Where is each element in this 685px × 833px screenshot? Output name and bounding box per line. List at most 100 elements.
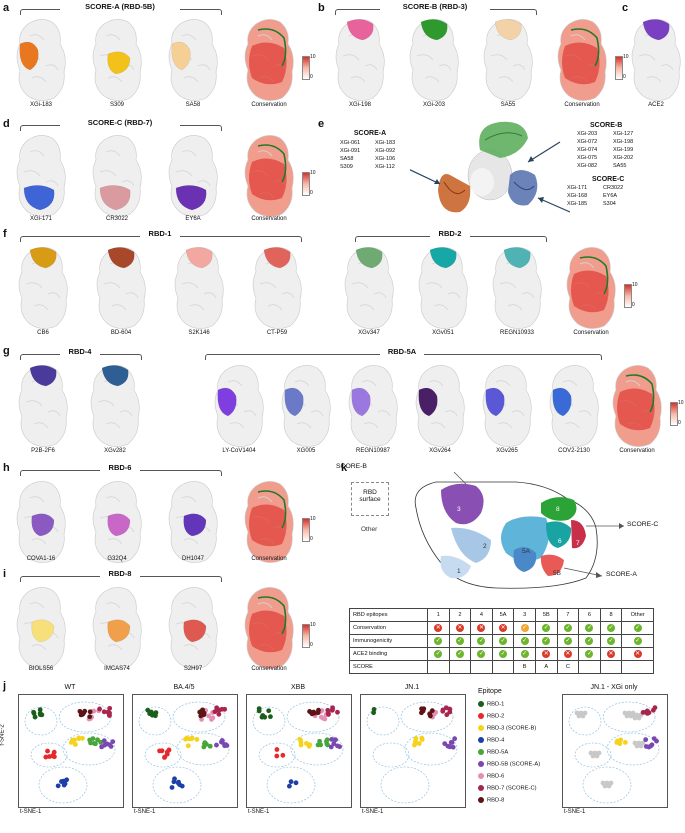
legend-title: Epitope xyxy=(478,688,502,695)
panel-k: RBD surface SCORE-B SCORE-C SCORE-A Othe… xyxy=(336,463,681,678)
ly-cov1404-structure xyxy=(208,362,270,455)
tsne-point xyxy=(184,735,190,741)
panel-letter-g: g xyxy=(3,345,10,357)
region-2 xyxy=(451,527,491,563)
tsne-point xyxy=(106,713,112,718)
cluster-outline xyxy=(380,766,430,804)
check-icon: ✓ xyxy=(534,621,558,635)
title-b: SCORE-B (RBD-3) xyxy=(380,2,490,11)
cluster-outline xyxy=(400,701,454,733)
check-icon: ✓ xyxy=(556,634,580,648)
row-header: SCORE xyxy=(349,660,428,674)
sa55-label: SA55 xyxy=(500,102,516,108)
cross-icon: ✕ xyxy=(448,621,472,635)
title-g1: RBD-4 xyxy=(60,347,100,356)
legend-label: RBD-4 xyxy=(487,737,505,744)
cluster-outline xyxy=(366,706,400,736)
cross-icon: ✕ xyxy=(534,647,558,661)
legend-item: RBD-2 xyxy=(478,713,504,720)
conservation-colorbar xyxy=(302,518,310,542)
tsne-point xyxy=(110,739,116,745)
regn10987-label: REGN10987 xyxy=(355,448,391,454)
arrow-c xyxy=(537,197,570,213)
check-icon: ✓ xyxy=(621,621,654,635)
check-icon: ✓ xyxy=(427,647,450,661)
check-icon: ✓ xyxy=(578,647,601,661)
table-header-cell: 3 xyxy=(513,608,536,622)
legend-label: RBD-2 xyxy=(487,713,505,720)
row-a: XGi-183 S309 SA58 Conservation 10 0 xyxy=(0,12,318,117)
conservation-f-label: Conservation xyxy=(573,330,609,336)
colorbar-max: 10 xyxy=(632,282,638,288)
region-label: 5B xyxy=(553,570,561,577)
cluster-outline xyxy=(568,706,602,736)
table-header-cell: 5A xyxy=(491,608,515,622)
check-icon: ✓ xyxy=(621,634,654,648)
tsne-point xyxy=(440,708,446,714)
title-g2: RBD-5A xyxy=(380,347,424,356)
tsne-point xyxy=(97,706,102,712)
cross-icon: ✕ xyxy=(556,647,580,661)
tsne-point xyxy=(61,782,67,788)
p2b-2f6-label: P2B-2F6 xyxy=(31,448,55,454)
table-header-cell: 1 xyxy=(427,608,450,622)
colorbar-max: 10 xyxy=(310,622,316,628)
sa58-structure xyxy=(162,16,224,109)
legend-swatch xyxy=(478,761,484,767)
cov2-2130-label: COV2-2130 xyxy=(558,448,590,454)
colorbar-max: 10 xyxy=(310,54,316,60)
tsne-point xyxy=(286,783,292,789)
cluster-outline xyxy=(24,706,58,736)
tsne-point xyxy=(320,715,326,721)
xgv347-label: XGv347 xyxy=(358,330,380,336)
score-c-col2: CR3022 EY6A S304 xyxy=(603,184,623,208)
table-header-cell: 2 xyxy=(448,608,472,622)
score-b-antibody-item: XGi-082 xyxy=(577,163,598,169)
conservation-b-label: Conservation xyxy=(564,102,600,108)
legend-label: RBD-3 (SCORE-B) xyxy=(487,725,537,732)
score-cell: A xyxy=(534,660,558,674)
tsne-point xyxy=(452,736,458,742)
tsne-point xyxy=(175,780,181,786)
title-h: RBD-6 xyxy=(100,463,140,472)
region-label: 5A xyxy=(522,548,530,555)
row-d: XGi-171 CR3022 EY6A Conservation 10 0 xyxy=(0,128,318,228)
ey6a-label: EY6A xyxy=(185,216,201,222)
colorbar-min: 0 xyxy=(623,74,626,80)
tsne-point xyxy=(266,708,272,714)
tsne-ylabel: t-SNE-2 xyxy=(0,724,6,746)
warning-icon: ✓ xyxy=(513,621,536,635)
legend-item: RBD-3 (SCORE-B) xyxy=(478,725,536,732)
tsne-point xyxy=(218,739,224,745)
tsne-point xyxy=(31,709,36,715)
tsne-xlabel: t-SNE-1 xyxy=(134,809,156,815)
region-label: 3 xyxy=(457,506,461,513)
xg005-structure xyxy=(275,362,337,455)
score-b-antibody-item: XGi-072 xyxy=(577,139,598,145)
imcas74-label: IMCAS74 xyxy=(104,666,130,672)
table-header-cell: 7 xyxy=(556,608,580,622)
regn10933-label: REGN10933 xyxy=(499,330,535,336)
colorbar-min: 0 xyxy=(310,642,313,648)
check-icon: ✓ xyxy=(534,634,558,648)
score-cell xyxy=(599,660,623,674)
check-icon: ✓ xyxy=(599,621,623,635)
s2k146-label: S2K146 xyxy=(188,330,210,336)
s309-structure xyxy=(86,16,148,109)
check-icon: ✓ xyxy=(578,621,601,635)
tsne-plot xyxy=(18,694,124,808)
tsne-point xyxy=(335,709,340,715)
tsne-point xyxy=(640,740,646,746)
score-a-col1: XGi-061 XGi-091 SA58 S309 xyxy=(340,139,360,171)
score-a-antibody-item: SA58 xyxy=(340,156,354,162)
colorbar-min: 0 xyxy=(632,302,635,308)
region-3 xyxy=(441,483,484,525)
tsne-point xyxy=(214,742,219,748)
cluster-outline xyxy=(30,742,68,768)
tsne-point xyxy=(70,737,76,743)
cluster-outline xyxy=(286,701,340,733)
ey6a-structure xyxy=(162,132,224,225)
tsne-point xyxy=(650,707,656,713)
check-icon: ✓ xyxy=(448,647,472,661)
row-h: COVA1-16 G32Q4 DH1047 Conservation 10 0 xyxy=(0,474,318,569)
